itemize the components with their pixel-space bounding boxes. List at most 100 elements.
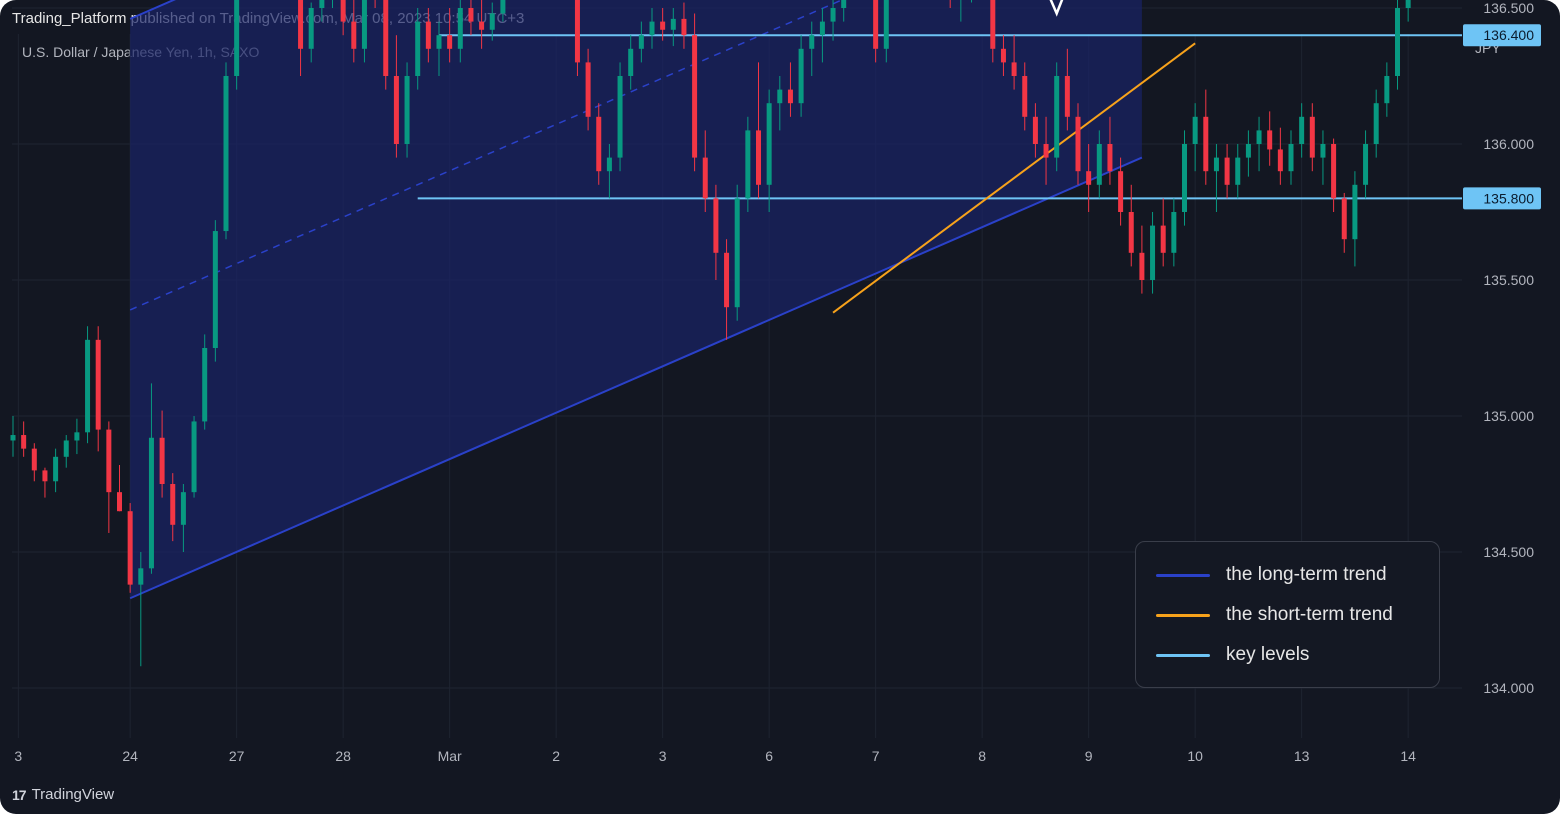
candle-body <box>53 456 59 482</box>
candle-body <box>574 0 580 63</box>
candle-body <box>404 76 410 144</box>
candle-body <box>1320 144 1326 158</box>
candle-body <box>234 0 240 76</box>
x-tick-label: 8 <box>978 748 986 764</box>
candle-body <box>1203 116 1209 172</box>
y-tick-label: 136.000 <box>1483 136 1534 152</box>
candle-body <box>319 0 325 9</box>
candle-body <box>692 35 698 158</box>
candle-body <box>457 8 463 49</box>
candle-body <box>1224 157 1230 185</box>
candle-body <box>670 18 676 30</box>
candle-body <box>1245 144 1251 158</box>
candle-body <box>830 8 836 22</box>
candle-body <box>1139 252 1145 280</box>
candle-body <box>127 511 133 585</box>
candle-body <box>660 21 666 30</box>
legend-label: key levels <box>1226 644 1310 665</box>
candle-body <box>841 0 847 8</box>
candle-body <box>1213 157 1219 172</box>
candle-body <box>308 8 314 49</box>
y-tick-label: 134.000 <box>1483 680 1534 696</box>
legend-swatch <box>1156 613 1210 617</box>
candle-body <box>1075 116 1081 172</box>
candle-body <box>1096 144 1102 185</box>
x-tick-label: Mar <box>438 748 462 764</box>
candle-body <box>681 18 687 36</box>
candle-body <box>106 429 112 493</box>
candle-body <box>1150 225 1156 280</box>
time-axis: 3 24 27 28 Mar 2 3 6 7 8 9 10 13 14 <box>14 748 1416 764</box>
candles <box>10 0 1411 667</box>
candle-body <box>340 0 346 22</box>
legend-item-long-term: the long-term trend <box>1156 564 1387 586</box>
candle-body <box>361 0 367 49</box>
tradingview-logo-icon: 17 <box>12 786 27 803</box>
candle-body <box>649 21 655 36</box>
x-tick-label: 7 <box>872 748 880 764</box>
candle-body <box>1309 116 1315 158</box>
candle-body <box>1171 212 1177 253</box>
x-tick-label: 10 <box>1187 748 1203 764</box>
candle-body <box>1011 62 1017 76</box>
x-tick-label: 27 <box>229 748 245 764</box>
candle-body <box>1118 171 1124 212</box>
legend-label: the short-term trend <box>1226 604 1393 625</box>
candle-body <box>393 76 399 144</box>
candle-body <box>819 21 825 36</box>
candle-body <box>809 35 815 49</box>
candle-body <box>798 48 804 104</box>
candle-body <box>148 437 154 569</box>
legend-swatch <box>1156 573 1210 577</box>
candle-body <box>10 435 16 441</box>
candle-body <box>1288 144 1294 172</box>
channel-lower-line <box>129 156 1143 600</box>
candle-body <box>1373 103 1379 144</box>
candle-body <box>468 8 474 22</box>
candle-body <box>170 484 176 525</box>
candle-body <box>63 440 69 457</box>
candle-body <box>447 35 453 49</box>
price-axis: 134.000 134.500 135.000 135.500 136.000 136.5… <box>1463 0 1541 696</box>
candle-body <box>1160 225 1166 253</box>
candle-body <box>95 339 101 430</box>
candle-body <box>1277 149 1283 172</box>
candle-body <box>31 448 37 471</box>
key-level-label: 136.400 <box>1483 27 1534 43</box>
candle-body <box>1363 144 1369 185</box>
candle-body <box>1043 144 1049 158</box>
y-tick-label: 134.500 <box>1483 544 1534 560</box>
candle-body <box>1235 157 1241 185</box>
candle-body <box>21 435 27 449</box>
legend-swatch <box>1156 653 1210 657</box>
candle-body <box>1331 144 1337 199</box>
candle-body <box>425 21 431 49</box>
candle-body <box>1256 130 1262 144</box>
candle-body <box>1022 76 1028 117</box>
candle-body <box>883 0 889 49</box>
candle-body <box>1267 130 1273 150</box>
candle-body <box>756 130 761 185</box>
candle-body <box>1032 116 1038 144</box>
key-levels <box>417 34 1462 200</box>
key-level-label: 135.800 <box>1483 190 1534 206</box>
candle-body <box>734 198 740 308</box>
candle-body <box>1054 76 1060 158</box>
legend-label: the long-term trend <box>1226 564 1387 585</box>
candle-body <box>1000 48 1006 63</box>
candle-body <box>777 89 783 104</box>
y-tick-label: 135.500 <box>1483 272 1534 288</box>
legend-item-key-levels: key levels <box>1156 644 1309 666</box>
candle-body <box>74 432 80 441</box>
x-tick-label: 28 <box>335 748 351 764</box>
x-tick-label: 13 <box>1294 748 1310 764</box>
candle-body <box>202 348 208 422</box>
tradingview-brand[interactable]: 17 TradingView <box>12 786 114 803</box>
candle-body <box>85 339 91 433</box>
candle-body <box>1182 144 1187 212</box>
candle-body <box>1352 184 1358 240</box>
long-term-channel <box>129 0 1143 600</box>
candle-body <box>479 21 485 30</box>
